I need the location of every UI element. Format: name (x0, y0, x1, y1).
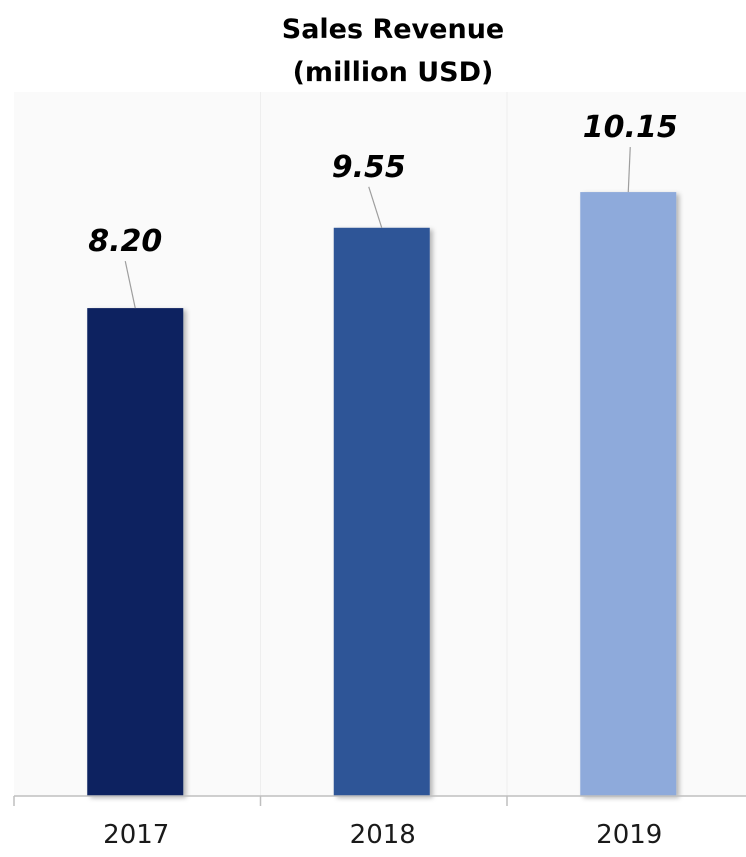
chart-title-line-2: (million USD) (293, 57, 494, 88)
data-label-2017: 8.20 (88, 224, 162, 259)
x-tick-label-2019: 2019 (596, 820, 662, 850)
leader-line-2017 (124, 260, 136, 309)
x-tick-label-2018: 2018 (350, 820, 416, 850)
bar-series (87, 192, 677, 796)
data-label-2018: 9.55 (332, 150, 406, 185)
x-axis-tick-labels: 2017 2018 2019 (103, 820, 662, 850)
x-axis-ticks (13, 796, 508, 806)
x-tick-label-2017: 2017 (103, 820, 169, 850)
data-label-2019: 10.15 (583, 110, 678, 145)
leader-line-2018 (368, 186, 383, 228)
chart-title-line-1: Sales Revenue (282, 14, 504, 45)
leader-line-2019 (627, 147, 631, 193)
bar-2017 (87, 308, 184, 796)
bar-2019 (580, 192, 677, 796)
x-axis: 2017 2018 2019 (13, 795, 746, 850)
vertical-gridlines (260, 92, 508, 796)
bar-2018 (333, 227, 430, 796)
label-leader-lines (124, 147, 631, 309)
chart-title: Sales Revenue (million USD) (282, 14, 504, 88)
data-labels: 8.20 9.55 10.15 (88, 110, 677, 259)
